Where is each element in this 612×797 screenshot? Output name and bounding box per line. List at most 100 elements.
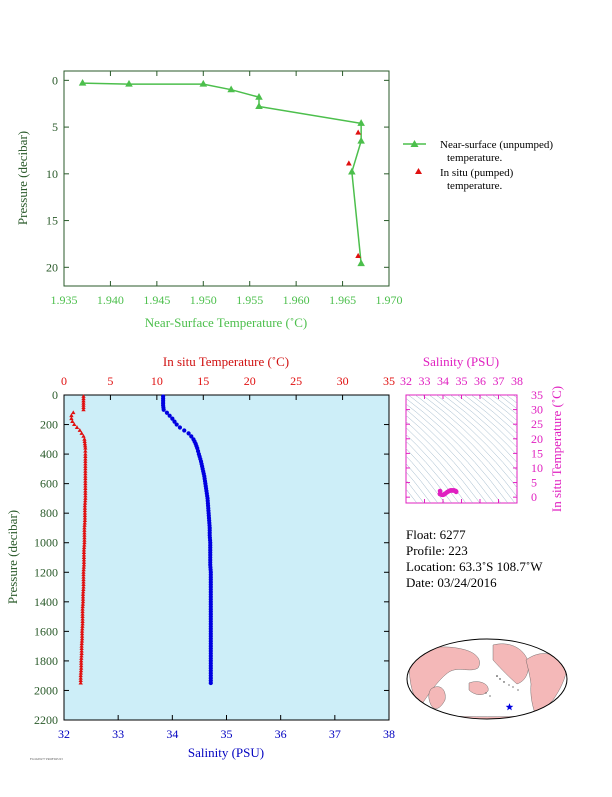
ts-points-group — [437, 488, 459, 498]
temperature-point — [82, 510, 88, 515]
near_surface-line — [82, 82, 362, 264]
ts-point — [437, 488, 443, 494]
near_surface-point — [357, 119, 365, 126]
temperature-axis-label: In situ Temperature (˚C) — [163, 354, 289, 369]
ts-contour — [442, 395, 517, 463]
in_situ-point — [355, 129, 362, 135]
salinity-tick-label: 36 — [275, 727, 287, 741]
temperature-point — [82, 503, 88, 508]
temperature-tick-label: 30 — [337, 374, 349, 388]
ts-x-axis-label: Salinity (PSU) — [423, 354, 499, 369]
ts-contour — [562, 385, 612, 523]
temperature-point — [83, 468, 88, 473]
ts-y-tick-label: 5 — [531, 476, 537, 490]
temperature-point — [81, 582, 86, 587]
temperature-point — [80, 611, 85, 616]
temperature-point — [81, 569, 86, 574]
temperature-point — [83, 496, 88, 500]
top-x-tick-label: 1.955 — [236, 293, 263, 307]
salinity-point — [208, 680, 213, 686]
temperature-point — [79, 643, 84, 648]
temperature-point — [83, 493, 88, 498]
temperature-point — [83, 461, 88, 466]
temperature-point — [80, 626, 85, 631]
ts-density-contours — [406, 385, 612, 523]
ts-contour — [435, 395, 517, 471]
top-x-tick-label: 1.965 — [329, 293, 356, 307]
temperature-point — [83, 466, 88, 471]
temperature-point — [74, 425, 80, 429]
ts-x-axis: 32 33 34 35 36 37 38 — [400, 374, 523, 503]
salinity-point — [186, 431, 191, 436]
temperature-point — [81, 396, 86, 401]
pressure-tick-label: 1000 — [34, 536, 58, 550]
temperature-point — [81, 402, 86, 407]
near_surface-point — [78, 78, 87, 86]
profile-date: Date: 03/24/2016 — [406, 575, 497, 590]
top-y-tick-label: 10 — [46, 167, 58, 181]
temperature-point — [83, 464, 88, 468]
ts-contour — [406, 403, 502, 503]
footnote: FLOAT6277 PROFILE223 — [30, 757, 63, 761]
temperature-point — [82, 500, 88, 505]
temperature-point — [79, 638, 85, 643]
pressure-tick-label: 1200 — [34, 565, 58, 579]
float-info: Float: 6277 Profile: 223 Location: 63.3˚… — [406, 527, 542, 591]
temperature-point — [82, 513, 88, 518]
temperature-point — [81, 407, 86, 412]
temperature-point — [83, 486, 88, 491]
top-y-tick-label: 5 — [52, 120, 58, 134]
temperature-point — [81, 550, 87, 555]
temperature-point — [81, 579, 86, 584]
pressure-tick-label: 800 — [40, 506, 58, 520]
ts-contour — [456, 395, 517, 448]
temperature-point — [69, 416, 74, 421]
temperature-point — [83, 445, 88, 450]
temperature-point — [80, 604, 85, 609]
temperature-point — [79, 660, 84, 665]
temperature-point — [79, 633, 85, 638]
ts-contour — [498, 395, 517, 409]
salinity-point — [177, 425, 183, 430]
ts-y-tick-label: 35 — [531, 388, 543, 402]
ts-contour — [406, 471, 432, 503]
salinity-point — [174, 422, 179, 427]
temperature-tick-label: 20 — [244, 374, 256, 388]
temperature-point — [79, 628, 85, 633]
ts-x-tick-label: 33 — [419, 374, 431, 388]
temperature-point — [79, 648, 84, 653]
top-legend: Near-surface (unpumped) temperature. In … — [403, 139, 553, 192]
temperature-tick-label: 15 — [197, 374, 209, 388]
near_surface-point — [357, 259, 365, 267]
top-x-axis-label: Near-Surface Temperature (˚C) — [145, 315, 307, 330]
temperature-point — [80, 609, 85, 614]
ts-contour — [463, 395, 517, 441]
temperature-point — [82, 530, 87, 535]
map-islands — [485, 675, 519, 697]
ts-contour — [406, 421, 481, 503]
pressure-tick-label: 400 — [40, 447, 58, 461]
ts-contour — [534, 385, 612, 523]
pressure-tick-label: 200 — [40, 418, 58, 432]
top-x-tick-label: 1.935 — [51, 293, 78, 307]
temperature-point — [80, 621, 85, 626]
temperature-point — [80, 592, 86, 596]
near_surface-point — [357, 136, 365, 144]
star-icon — [505, 703, 514, 711]
temperature-point — [79, 631, 85, 636]
temperature-tick-label: 10 — [151, 374, 163, 388]
near_surface-point — [348, 167, 356, 175]
salinity-tick-label: 38 — [383, 727, 395, 741]
near-surface-temperature-chart: 1.935 1.940 1.945 1.950 1.955 1.960 1.965 1.970… — [15, 70, 553, 330]
ts-contour — [406, 463, 439, 503]
temperature-point — [83, 481, 88, 486]
temperature-point — [81, 405, 86, 409]
temperature-point — [78, 668, 84, 673]
temperature-point — [78, 680, 83, 685]
ts-contour — [477, 395, 517, 428]
temperature-point — [72, 422, 77, 426]
profile-series-group — [69, 394, 213, 686]
temperature-point — [82, 508, 88, 513]
temperature-point — [83, 454, 88, 458]
